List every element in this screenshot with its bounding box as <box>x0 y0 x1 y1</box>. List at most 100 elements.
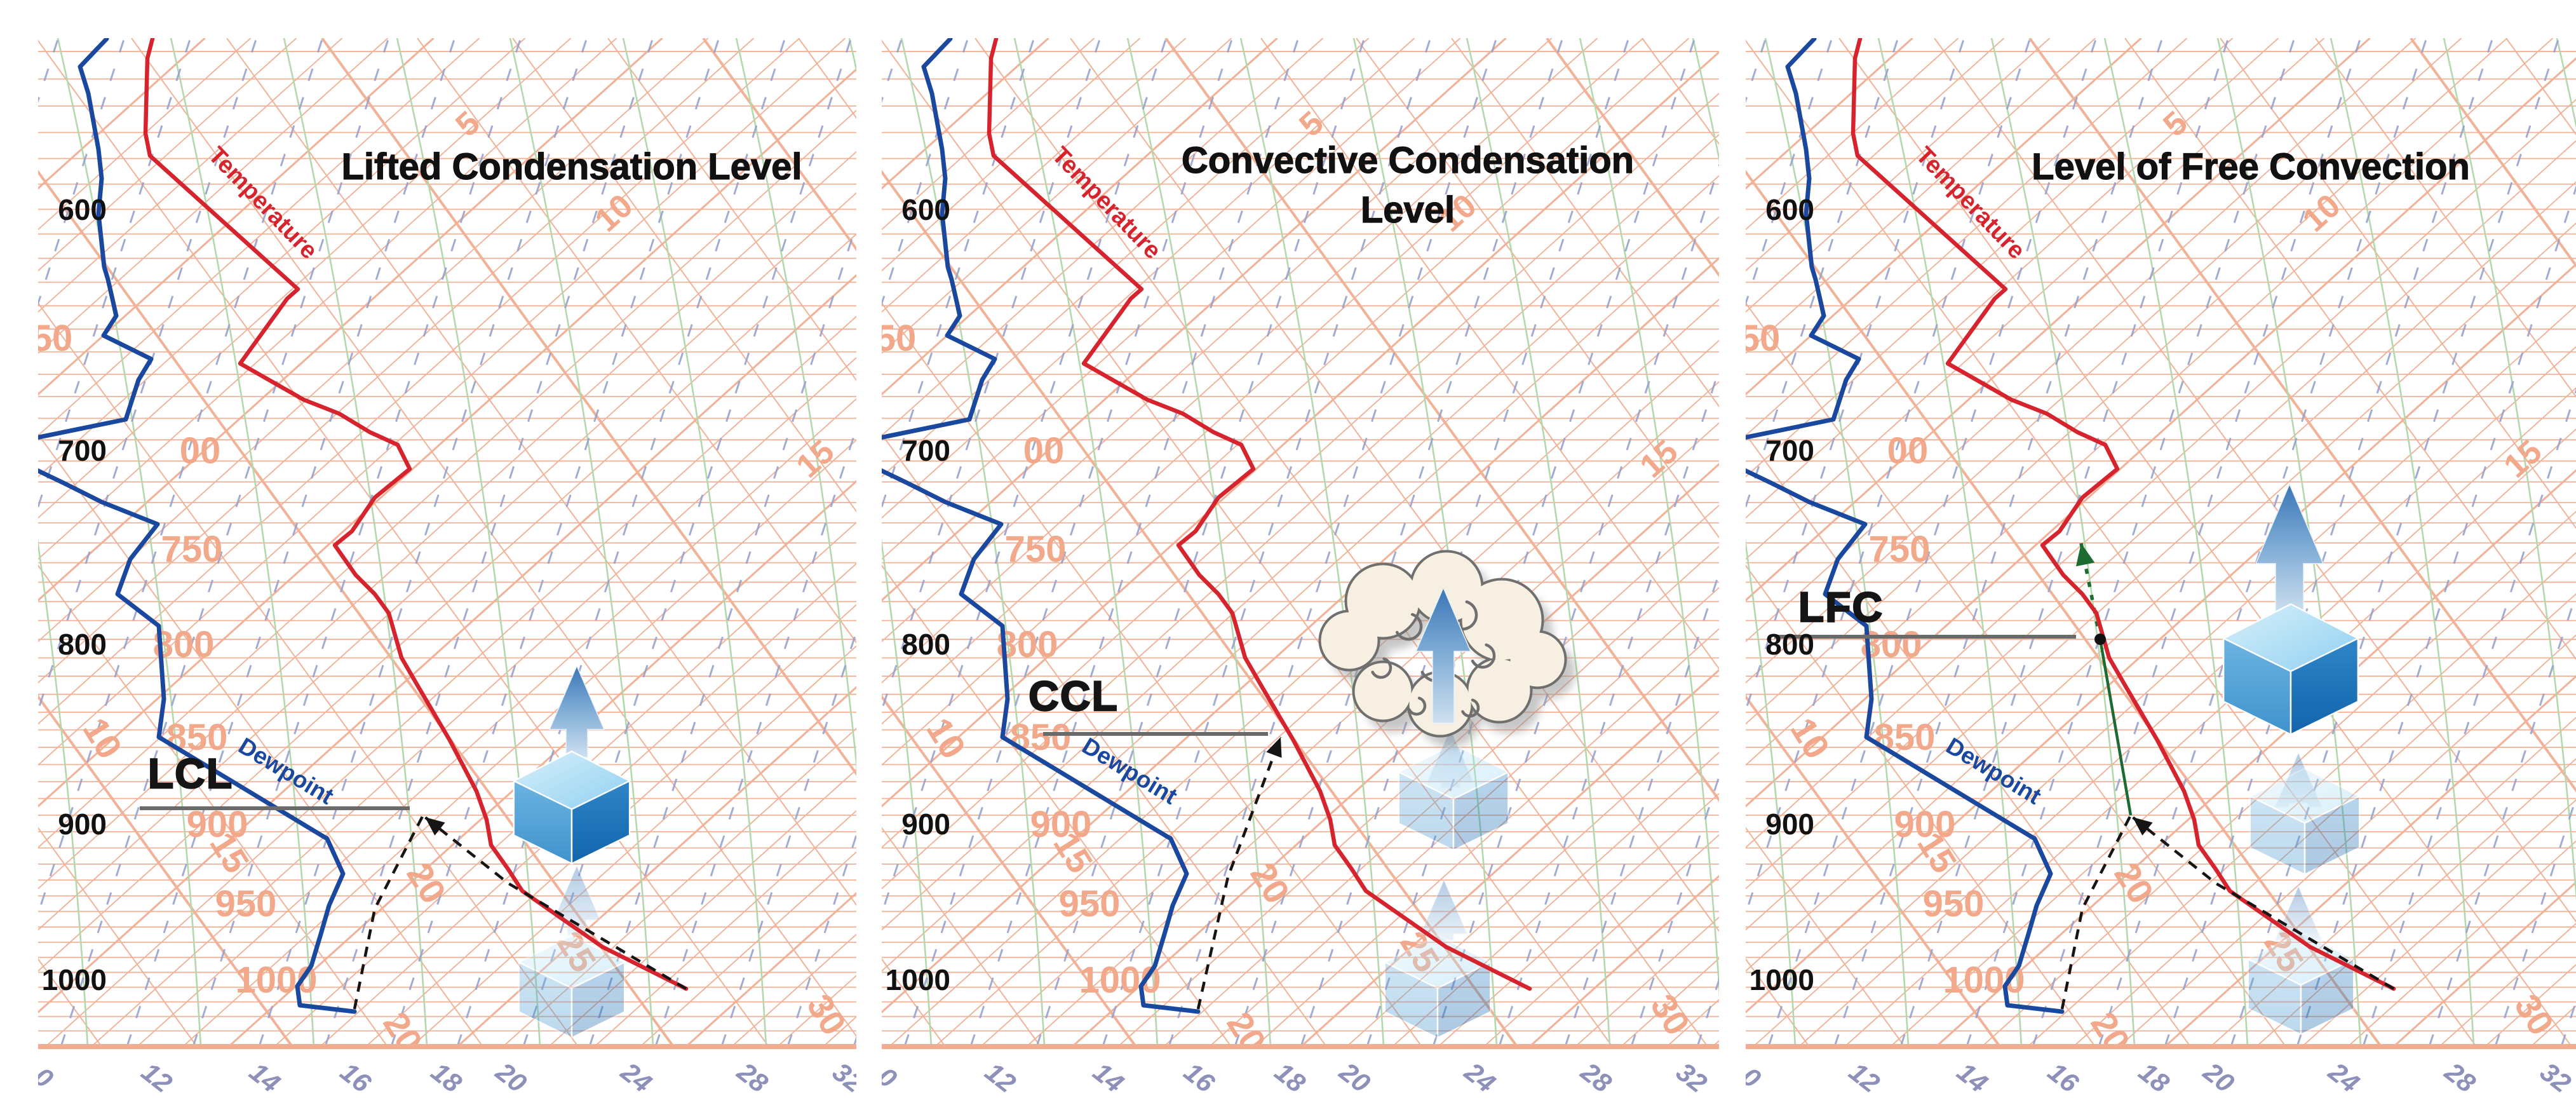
isotherm-line <box>38 38 343 313</box>
moist-adiabat-line <box>1466 38 1611 1047</box>
isotherm-line <box>45 315 856 1047</box>
moist-adiabat-line <box>1013 38 1159 1047</box>
moist-adiabat-line <box>2443 38 2576 902</box>
pressure-label: 600 <box>901 193 950 226</box>
isotherm-line <box>548 768 856 1047</box>
isobar-label: 750 <box>161 529 223 570</box>
arrowhead-icon <box>1266 737 1282 758</box>
isotherm-line <box>1438 792 1719 1047</box>
moist-adiabat-line <box>509 38 654 1047</box>
dry-adiabat-line <box>2315 38 2576 398</box>
cumulus-cloud-icon <box>1318 550 1575 747</box>
isotherm-line <box>182 439 856 1047</box>
level-marker-label: LCL <box>148 750 233 797</box>
parcel-icons <box>513 665 631 1039</box>
cloud-curl-icon <box>1461 698 1480 718</box>
isotherm-line <box>2027 552 2576 1047</box>
dry-adiabat-line <box>38 827 198 1047</box>
dry-adiabat-line <box>882 827 1041 1047</box>
dry-adiabat-line <box>38 39 769 1047</box>
air-parcel-cube-faded-icon <box>1398 743 1509 851</box>
pressure-label: 600 <box>1765 193 1814 226</box>
isobar-label: 750 <box>1005 529 1067 570</box>
isotherm-line <box>889 298 1719 1047</box>
moist-adiabat-line <box>57 38 202 1047</box>
air-parcel-cube-faded-icon <box>518 934 626 1039</box>
isotherm-line <box>38 38 617 560</box>
isotherm-line <box>1026 422 1719 1047</box>
moist-adiabat-line <box>1746 538 1797 1047</box>
panel-title: Convective Condensation <box>1182 140 1634 181</box>
moist-adiabat-line <box>2330 38 2475 1047</box>
isotherm-line <box>1746 38 2051 313</box>
isotherm-line <box>882 38 1232 354</box>
isotherm-line <box>1346 710 1719 1047</box>
dry-adiabat-line <box>1746 694 2001 1047</box>
dry-adiabat-line <box>38 433 483 1047</box>
isotherm-line <box>2347 840 2576 1047</box>
moist-adiabat-line <box>1126 38 1272 1047</box>
isobar-label: 1000 <box>1079 959 1161 1001</box>
dewpoint-curve <box>1746 38 2065 1014</box>
isotherm-line <box>38 274 856 1014</box>
dry-adiabat-line <box>1746 302 2286 1047</box>
isotherm-line <box>1746 57 2576 808</box>
isotherm-line <box>1890 428 2576 1047</box>
isobar-label: 50 <box>38 318 72 359</box>
isotherm-line <box>38 192 856 931</box>
isobar-label: 00 <box>1023 430 1065 471</box>
air-parcel-cube-faded-icon <box>2247 931 2355 1036</box>
pressure-label: 1000 <box>1750 963 1814 996</box>
isotherm-line <box>882 38 1461 560</box>
dry-adiabat-line <box>1260 38 1719 670</box>
dry-adiabat-line <box>1746 433 2191 1047</box>
air-parcel-cube-icon <box>2222 603 2359 736</box>
isotherm-line <box>882 257 1719 1014</box>
isotherm-line <box>882 38 1141 272</box>
isobar-label: 900 <box>187 804 248 845</box>
cloud-curl-icon <box>1371 657 1393 679</box>
moist-adiabat-line <box>1990 38 2136 1047</box>
air-parcel-cube-faded-icon <box>1384 934 1492 1039</box>
updraft-arrow-icon <box>548 665 605 758</box>
dry-adiabat-line <box>1070 38 1719 933</box>
parcel-construction-dashed-line <box>1196 736 1283 1010</box>
isotherm-line <box>38 38 297 272</box>
isotherm-line <box>38 38 709 642</box>
isotherm-line <box>934 339 1719 1047</box>
isotherm-line <box>2119 634 2576 1047</box>
isotherm-line <box>882 38 1415 519</box>
isotherm-line <box>1981 510 2576 1047</box>
pressure-label: 800 <box>1765 628 1814 661</box>
dry-adiabat-line <box>882 170 1518 1047</box>
dry-adiabat-line <box>702 38 856 252</box>
isobar-label: 950 <box>215 883 277 925</box>
isotherm-line <box>1746 181 2576 931</box>
isotherm-line <box>640 851 856 1047</box>
dry-adiabat-line <box>2410 38 2576 268</box>
moist-adiabat-line <box>1764 38 1910 1047</box>
isotherm-line <box>882 38 1598 684</box>
pressure-label: 700 <box>901 434 950 467</box>
isotherm-line <box>38 38 480 437</box>
isotherm-line <box>137 398 856 1047</box>
isotherm-line <box>1300 668 1719 1047</box>
isotherm-line <box>882 38 1507 602</box>
isobar-label: 950 <box>1059 883 1121 925</box>
dry-adiabat-line <box>882 433 1327 1047</box>
dry-adiabat-line <box>321 38 856 776</box>
dry-adiabat-line <box>882 39 1613 1047</box>
arrowhead-icon <box>425 817 445 836</box>
dry-adiabat-line <box>1838 38 2572 1047</box>
isotherm-line <box>594 810 856 1047</box>
dry-adiabat-line <box>607 38 856 381</box>
level-point-dot <box>2094 634 2106 645</box>
dry-adiabat-line <box>2124 38 2576 660</box>
temperature-curve <box>987 38 1532 991</box>
moist-adiabat-line <box>882 538 933 1047</box>
arrowhead-icon <box>2133 817 2153 836</box>
isotherm-line <box>38 38 755 684</box>
pressure-label: 900 <box>58 808 107 841</box>
isotherm-line <box>2210 716 2576 1047</box>
panel-lifted-condensation-level: 5000750800850900950100051015101520252030… <box>38 0 856 1112</box>
